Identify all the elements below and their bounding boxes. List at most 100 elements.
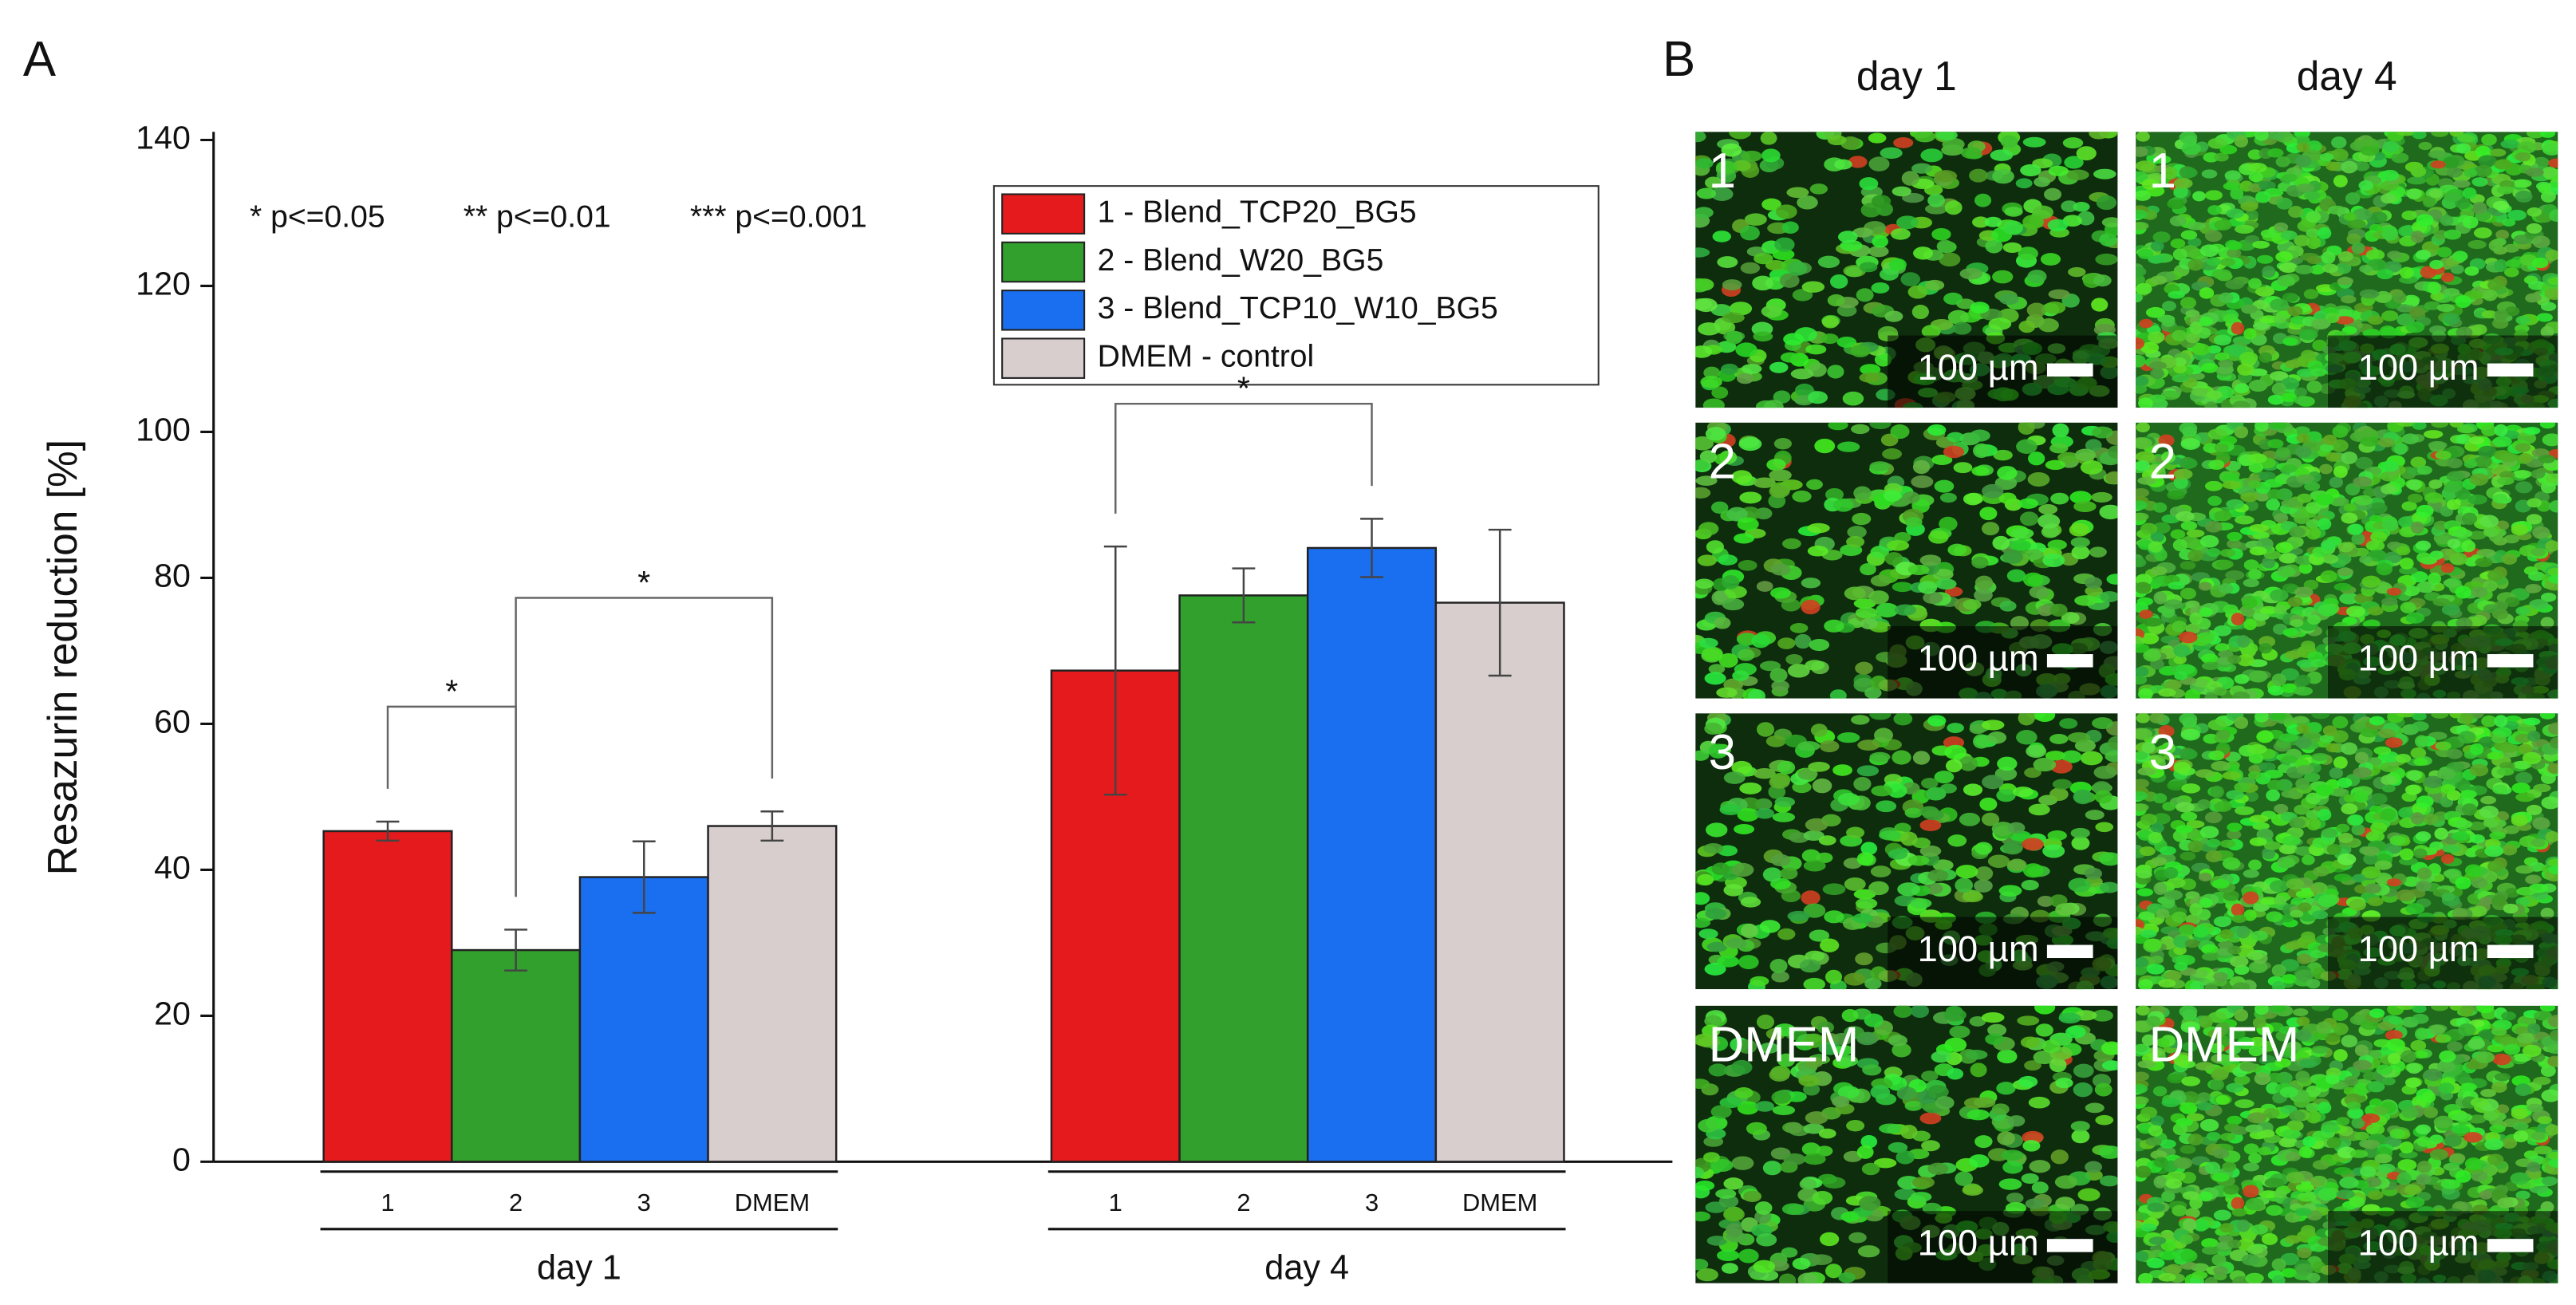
cell (1723, 884, 1744, 897)
cell (1708, 743, 1729, 759)
y-tick-label: 140 (136, 119, 191, 156)
cell (1900, 831, 1918, 846)
cell (2138, 979, 2153, 990)
cell (2322, 434, 2337, 446)
cell (2496, 476, 2515, 485)
cell (1761, 148, 1781, 163)
cell (2187, 840, 2203, 853)
cell (1706, 1236, 1728, 1246)
cell (2491, 317, 2509, 329)
cell (1771, 971, 1790, 983)
cell (1869, 751, 1891, 763)
cell (2461, 540, 2476, 553)
cell (2270, 589, 2289, 601)
cell (1887, 783, 1907, 798)
cell (1997, 1131, 2015, 1145)
cell (1719, 1097, 1742, 1109)
cell (2231, 321, 2245, 335)
cell (2052, 779, 2073, 790)
cell (2136, 487, 2150, 498)
cell (2461, 512, 2478, 526)
cell (2505, 259, 2521, 268)
cell (1837, 731, 1860, 743)
cell (2440, 854, 2455, 864)
row-label: 1 (2149, 144, 2176, 199)
cell (1962, 891, 1983, 903)
cell (2047, 830, 2067, 841)
cell (2215, 559, 2234, 570)
cell (2035, 1023, 2053, 1037)
cell (1856, 288, 1874, 302)
cell (2294, 586, 2314, 598)
cell (2034, 1005, 2056, 1015)
cell (1805, 660, 1825, 671)
cell (1999, 600, 2017, 612)
cell (2481, 310, 2498, 319)
cell (2431, 422, 2449, 428)
cell (2296, 765, 2314, 775)
cell (1972, 734, 1990, 749)
cell (2252, 240, 2270, 249)
row-label: 2 (1709, 435, 1736, 490)
cell (1759, 660, 1781, 672)
cell (1723, 1177, 1744, 1190)
cell (1997, 1049, 2018, 1064)
cell (1762, 1161, 1782, 1176)
cell (2319, 444, 2334, 452)
cell (2231, 903, 2245, 917)
cell (2471, 586, 2488, 598)
cell (2294, 155, 2312, 168)
cell (1904, 1100, 1923, 1111)
cell (2538, 183, 2551, 194)
cell (1935, 132, 1958, 140)
cell (1734, 823, 1755, 834)
cell (2248, 569, 2262, 580)
cell (2424, 301, 2441, 310)
cell (2074, 448, 2096, 462)
cell (2341, 451, 2358, 464)
legend-box (992, 185, 1600, 386)
cell (2148, 713, 2167, 724)
cell (2018, 1075, 2038, 1088)
cell (2136, 582, 2152, 594)
x-tick-label: DMEM (735, 1189, 810, 1216)
cell (2201, 944, 2219, 955)
cell (2296, 433, 2310, 444)
cell (2367, 315, 2384, 325)
cell (1921, 1070, 1939, 1082)
cell (1907, 855, 1930, 866)
cell (1982, 483, 2004, 499)
cell (2424, 775, 2443, 788)
cell (2531, 547, 2546, 557)
cell (2359, 555, 2373, 564)
cell (1810, 723, 1828, 737)
scale-bar (2487, 654, 2534, 668)
cell (2136, 643, 2150, 653)
x-tick-label: DMEM (1462, 1189, 1537, 1216)
cell (1981, 720, 2005, 731)
cell (2361, 846, 2381, 856)
y-tick-label: 60 (154, 703, 191, 739)
cell (1990, 149, 2014, 161)
cell (2353, 495, 2373, 506)
cell (2410, 747, 2427, 759)
y-tick-label: 100 (136, 411, 191, 447)
cell (2000, 135, 2018, 148)
cell (2164, 889, 2183, 901)
cell (2370, 531, 2388, 543)
cell (2180, 521, 2198, 531)
cell (2367, 258, 2387, 271)
cell (2204, 692, 2218, 699)
cell (2211, 760, 2231, 771)
cell (1780, 867, 1798, 880)
cell (2471, 614, 2487, 626)
cell (2456, 134, 2475, 143)
cell (2331, 136, 2347, 149)
cell (2306, 140, 2322, 152)
cell (2515, 190, 2533, 203)
scale-bar (2487, 944, 2534, 959)
cell (2204, 190, 2223, 201)
cell (2182, 458, 2198, 469)
scale-bar-label: 100 µm (2358, 637, 2479, 678)
cell (2002, 1161, 2023, 1174)
